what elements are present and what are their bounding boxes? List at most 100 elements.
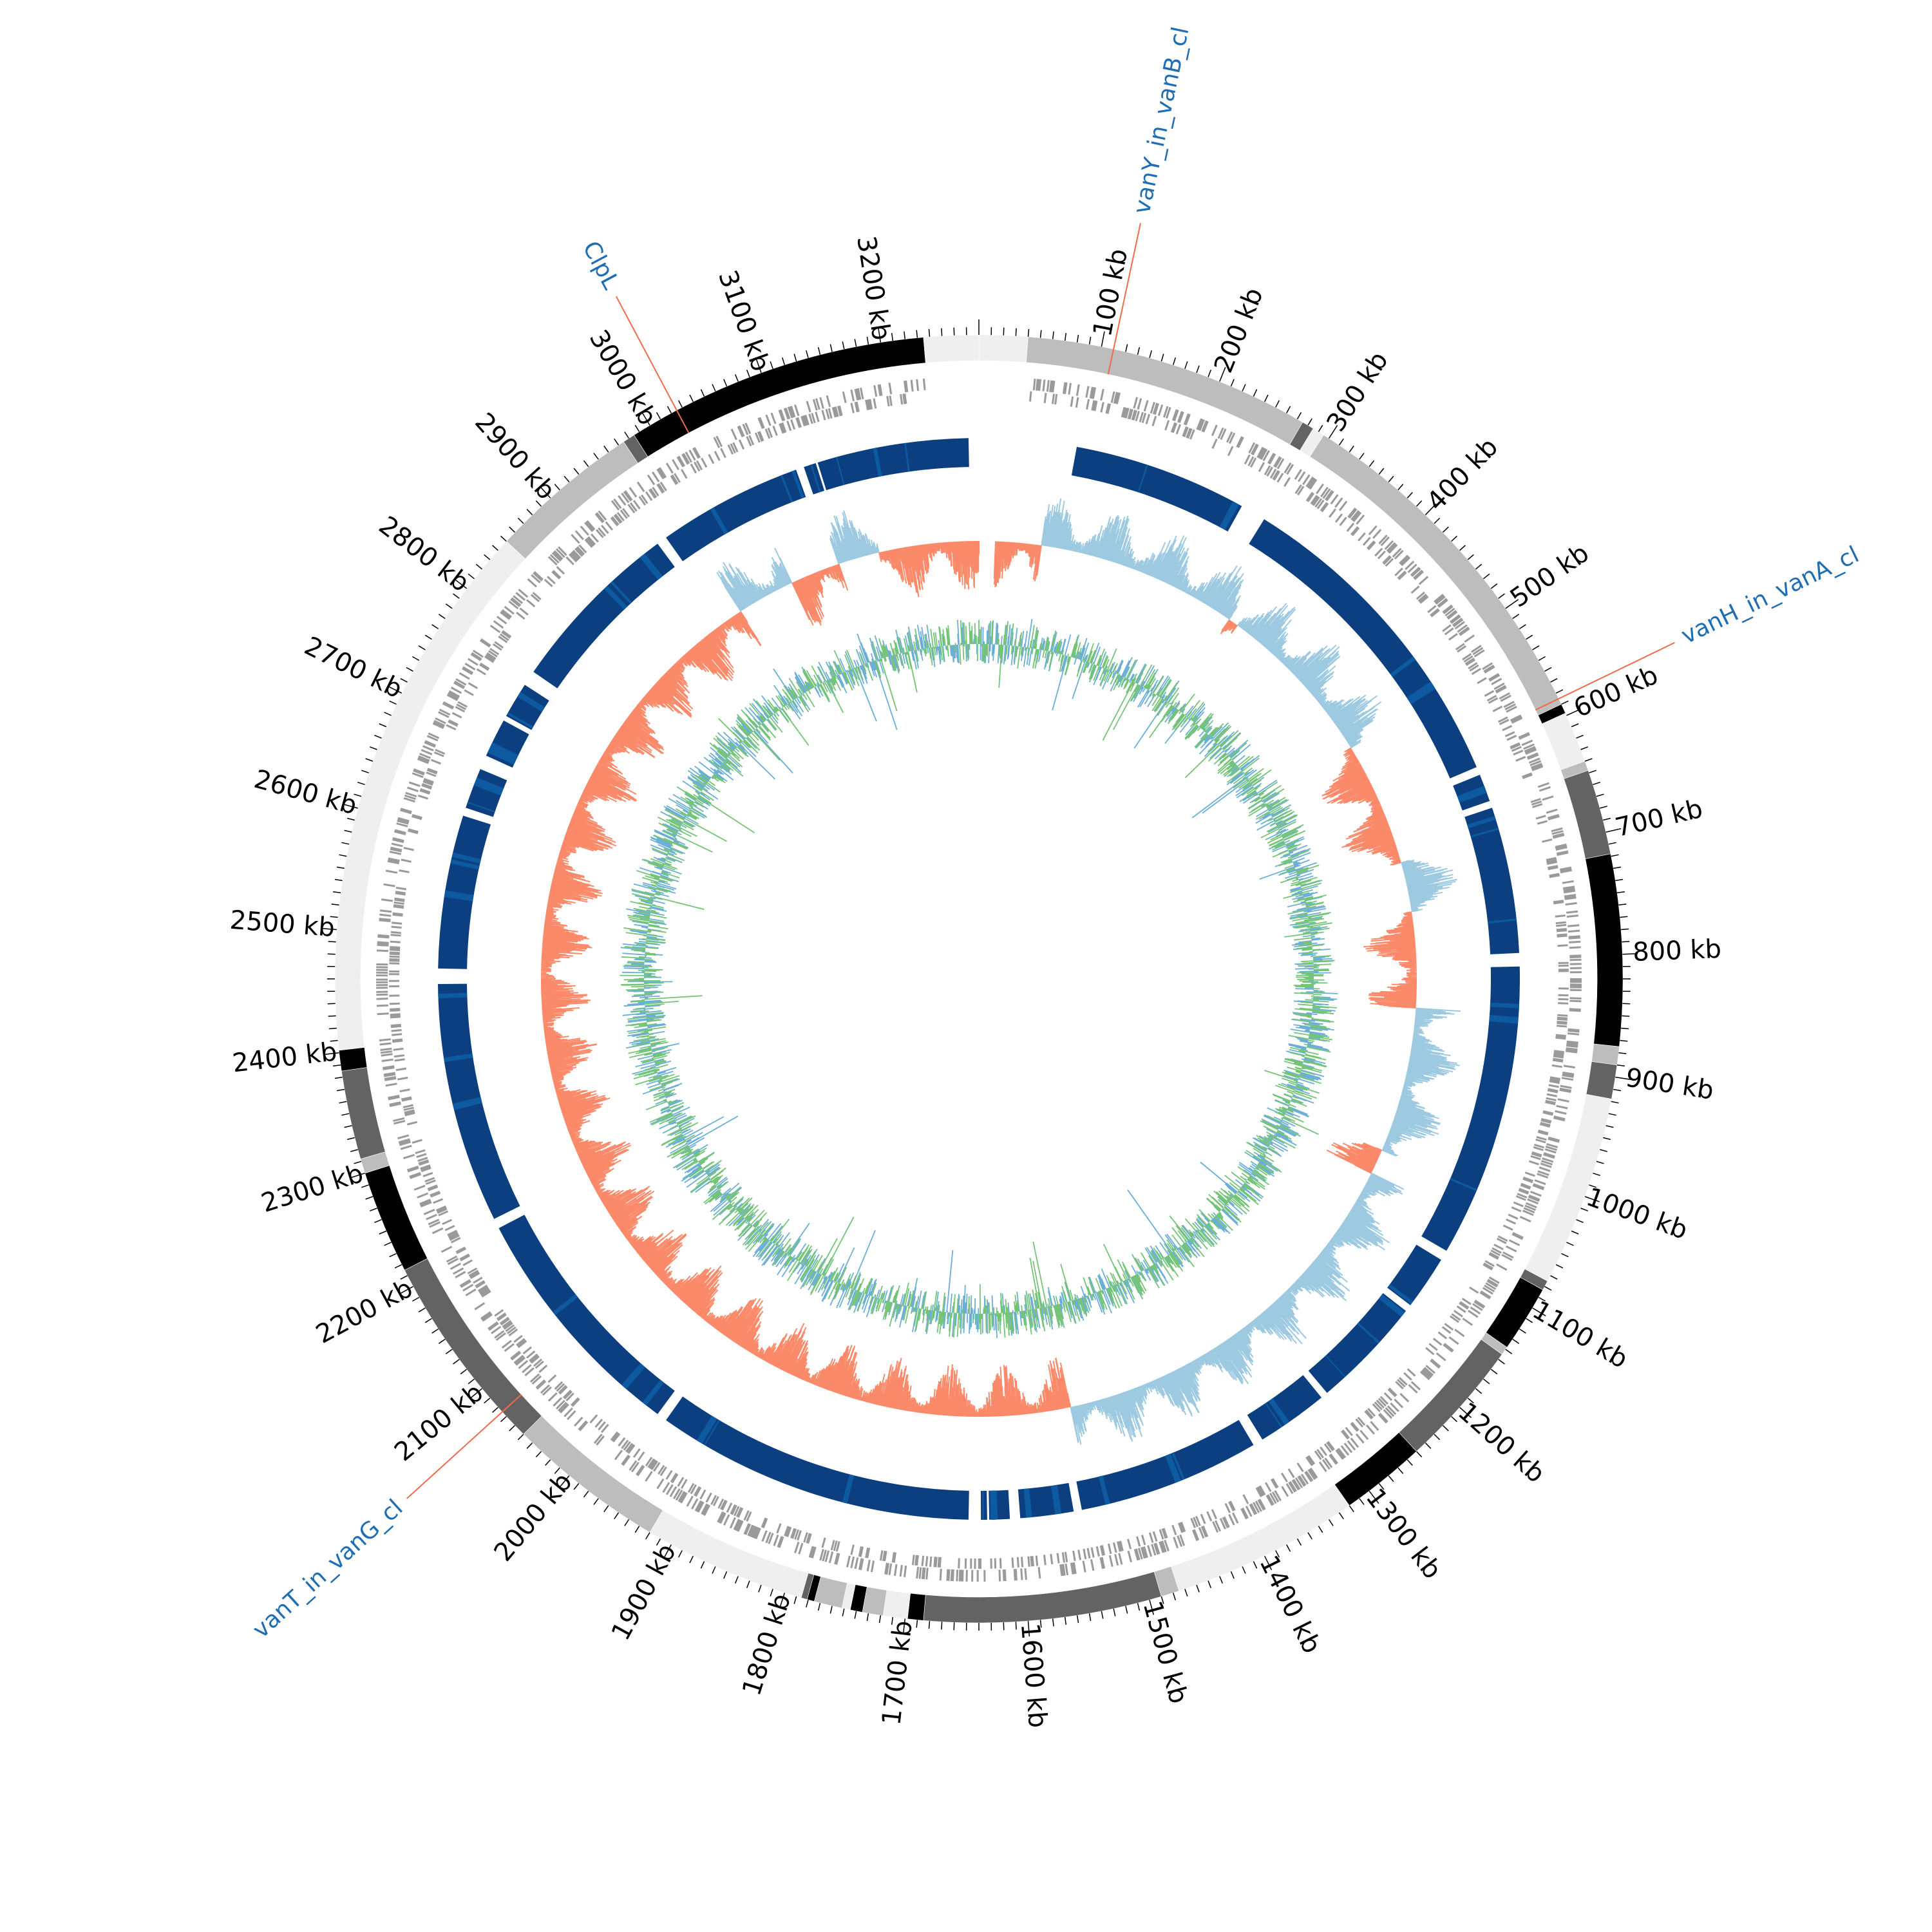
- blast-hit-variant: [842, 1474, 855, 1504]
- blast-hit-variant: [603, 585, 628, 610]
- scale-label: 300 kb: [1321, 346, 1394, 437]
- blast-hit-variant: [444, 890, 474, 902]
- annotation-label: vanY_in_vanB_cl: [1129, 24, 1195, 216]
- scale-label: 1000 kb: [1582, 1182, 1691, 1245]
- contig-segment: [1586, 1061, 1618, 1099]
- blast-hit-variant: [621, 1363, 645, 1390]
- blast-hit-variant: [444, 1053, 473, 1063]
- contig-segment: [907, 1593, 926, 1621]
- blast-hit-variant: [982, 1491, 984, 1520]
- blast-hit-variant: [710, 507, 728, 535]
- gc-skew-ring: [540, 498, 1461, 1445]
- contig-segment: [1585, 853, 1624, 1047]
- scale-label: 2300 kb: [258, 1159, 366, 1218]
- blast-hit-variant: [1467, 816, 1496, 829]
- blast-hit-variant: [1457, 786, 1487, 803]
- annotation-label: ClpL: [577, 237, 624, 294]
- scale-label: 2800 kb: [374, 511, 475, 598]
- tick-marks: [321, 319, 1638, 1637]
- gc-skew-region: [1070, 1172, 1405, 1445]
- blast-hit-variant: [1050, 1484, 1062, 1515]
- gc-content-ring: [620, 618, 1338, 1338]
- scale-label: 100 kb: [1088, 246, 1133, 339]
- blast-hit: [1071, 446, 1242, 532]
- gc-skew-region: [1381, 1007, 1461, 1157]
- scale-ticks: [321, 319, 1638, 1637]
- contig-segment: [882, 1589, 911, 1620]
- blast-hit-variant: [1357, 1322, 1380, 1344]
- gc-skew-region: [1321, 747, 1401, 866]
- blast-hit: [1247, 1375, 1321, 1440]
- gc-skew-region: [1326, 1142, 1383, 1174]
- blast-hit-variant: [1470, 828, 1499, 838]
- scale-label: 2900 kb: [469, 407, 561, 505]
- scale-label: 1600 kb: [1015, 1622, 1052, 1729]
- scale-label: 1700 kb: [876, 1619, 918, 1727]
- blast-hit: [666, 469, 806, 562]
- gc-skew-region: [791, 564, 849, 626]
- blast-hit: [1076, 1419, 1254, 1510]
- gc-skew-region: [1363, 911, 1417, 1009]
- blast-hit-variant: [1219, 501, 1236, 528]
- scale-label: 700 kb: [1613, 794, 1705, 843]
- blast-hit-variant: [451, 852, 481, 864]
- scale-label: 1100 kb: [1528, 1295, 1633, 1374]
- gc-skew-region: [878, 540, 980, 598]
- blast-hit-variant: [1390, 656, 1416, 677]
- scale-label: 400 kb: [1421, 432, 1504, 516]
- contig-segment: [1309, 435, 1562, 715]
- scale-label: 1800 kb: [737, 1590, 797, 1699]
- blast-hit-variant: [473, 782, 502, 796]
- blast-hit-variant: [1221, 502, 1239, 530]
- contig-segment: [634, 337, 926, 457]
- contig-segment: [1026, 336, 1303, 445]
- annotation-leader: [1107, 223, 1141, 375]
- scale-label: 2700 kb: [299, 631, 407, 705]
- blast-hit: [438, 815, 491, 969]
- blast-hit-variant: [1098, 1475, 1110, 1505]
- blast-hit: [804, 463, 825, 495]
- scale-label: 3200 kb: [851, 234, 896, 342]
- blast-hit-variant: [507, 712, 534, 729]
- blast-hit-variant: [639, 553, 663, 580]
- blast-hit-variant: [835, 457, 845, 486]
- scale-label: 2200 kb: [311, 1273, 417, 1349]
- scale-label: 2400 kb: [231, 1037, 338, 1078]
- blast-hit-variant: [696, 1416, 717, 1444]
- blast-hit-variant: [518, 692, 545, 710]
- blast-hit-variant: [990, 1490, 996, 1520]
- scale-label: 200 kb: [1209, 284, 1269, 377]
- blast-hit: [533, 544, 675, 688]
- contig-segment: [365, 1165, 428, 1271]
- scale-label: 500 kb: [1505, 538, 1595, 614]
- blast-hit-variant: [1388, 1283, 1414, 1303]
- gc-skew-region: [716, 547, 793, 612]
- blast-hit-variant: [1325, 1355, 1346, 1378]
- scale-label: 3100 kb: [712, 267, 775, 375]
- blast-hit-variant: [873, 448, 882, 477]
- scale-label: 1300 kb: [1360, 1483, 1447, 1585]
- gc-content-green: [620, 620, 1337, 1338]
- contig-segment: [923, 334, 980, 363]
- blast-hit-variant: [810, 464, 821, 493]
- blast-hit-variant: [438, 992, 468, 999]
- gc-skew-region: [829, 510, 880, 565]
- blast-ring: [438, 438, 1520, 1520]
- contig-segment: [341, 1067, 386, 1160]
- blast-hit-variant: [1137, 464, 1148, 493]
- blast-hit-variant: [1489, 1015, 1519, 1024]
- cds-ring: [375, 378, 1582, 1582]
- gc-skew-region: [993, 541, 1042, 588]
- blast-hit-variant: [517, 694, 544, 712]
- annotation-label: vanT_in_vanG_cl: [248, 1495, 408, 1643]
- blast-hit: [1308, 1293, 1406, 1393]
- contig-ring: [334, 334, 1624, 1624]
- scale-label: 1900 kb: [606, 1539, 682, 1645]
- blast-hit: [1249, 519, 1477, 779]
- annotation-leader: [1535, 641, 1675, 711]
- scale-label: 2100 kb: [389, 1378, 489, 1467]
- scale-label: 2500 kb: [229, 905, 336, 943]
- blast-hit-variant: [1490, 1002, 1520, 1009]
- blast-hit-variant: [489, 742, 518, 760]
